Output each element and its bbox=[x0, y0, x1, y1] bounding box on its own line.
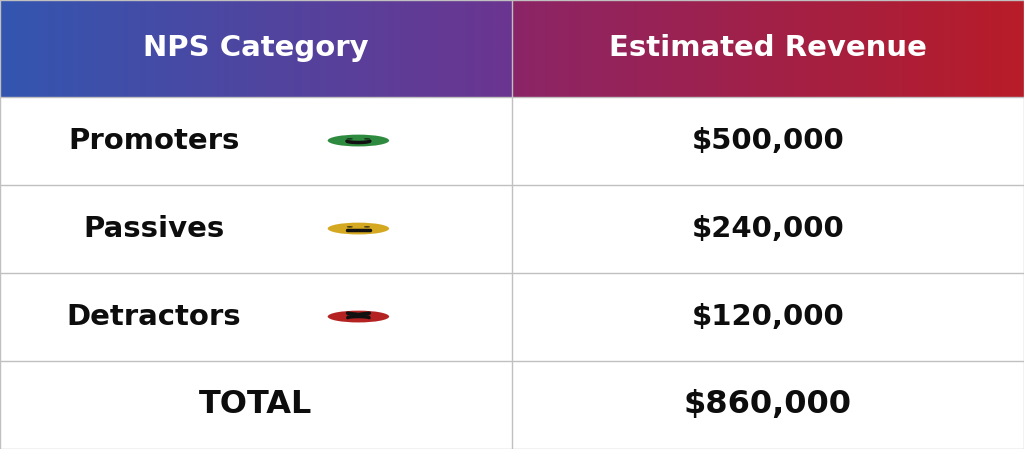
Ellipse shape bbox=[328, 223, 389, 234]
Ellipse shape bbox=[347, 226, 353, 228]
Text: Detractors: Detractors bbox=[67, 303, 241, 330]
Ellipse shape bbox=[364, 226, 370, 228]
Ellipse shape bbox=[347, 314, 353, 316]
Text: $500,000: $500,000 bbox=[691, 127, 845, 154]
Text: Promoters: Promoters bbox=[68, 127, 240, 154]
Text: TOTAL: TOTAL bbox=[200, 389, 312, 420]
Text: Passives: Passives bbox=[83, 215, 224, 242]
Ellipse shape bbox=[347, 138, 353, 140]
Ellipse shape bbox=[364, 314, 370, 316]
FancyBboxPatch shape bbox=[0, 361, 1024, 449]
Text: Estimated Revenue: Estimated Revenue bbox=[609, 34, 927, 62]
FancyBboxPatch shape bbox=[0, 97, 1024, 185]
FancyBboxPatch shape bbox=[0, 185, 1024, 273]
Text: $860,000: $860,000 bbox=[684, 389, 852, 420]
Text: $120,000: $120,000 bbox=[691, 303, 845, 330]
Ellipse shape bbox=[328, 135, 389, 146]
Text: $240,000: $240,000 bbox=[691, 215, 845, 242]
FancyBboxPatch shape bbox=[0, 273, 1024, 361]
Ellipse shape bbox=[364, 138, 370, 140]
Text: NPS Category: NPS Category bbox=[143, 34, 369, 62]
Ellipse shape bbox=[328, 311, 389, 322]
